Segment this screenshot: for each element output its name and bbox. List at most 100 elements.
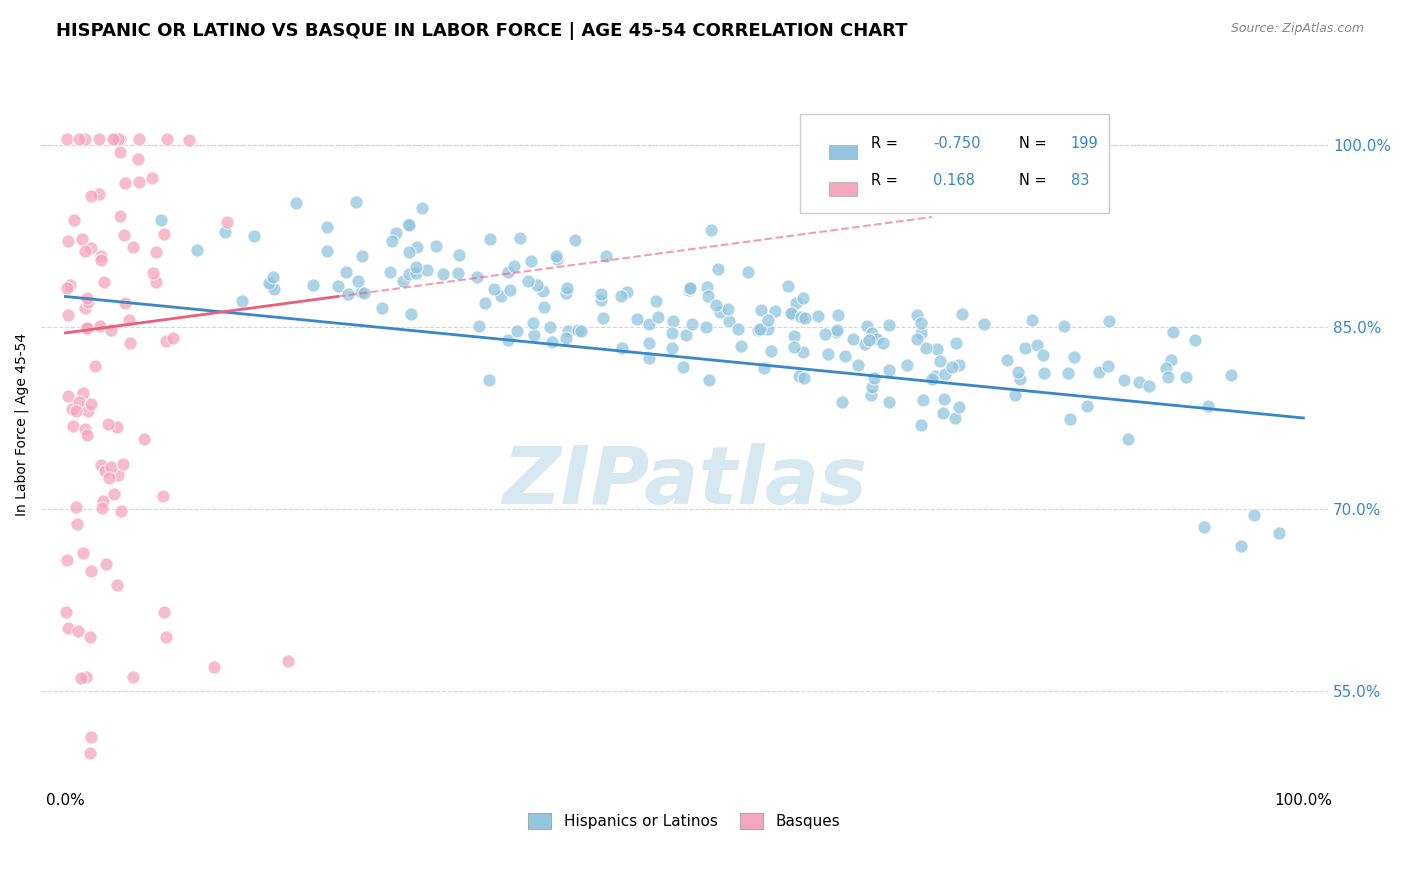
Point: [531, 284, 554, 298]
Point: [945, 336, 967, 351]
Point: [328, 279, 350, 293]
Point: [718, 314, 741, 328]
Point: [863, 370, 886, 384]
Point: [592, 310, 614, 325]
Point: [186, 243, 208, 257]
Point: [94, 464, 117, 478]
Point: [80, 731, 103, 745]
Point: [541, 335, 564, 350]
Point: [398, 268, 420, 282]
Point: [76, 291, 98, 305]
Point: [302, 277, 325, 292]
Point: [1032, 348, 1054, 362]
Point: [350, 249, 373, 263]
Point: [56, 281, 79, 295]
Point: [478, 231, 501, 245]
Point: [699, 373, 721, 387]
Point: [509, 230, 531, 244]
Point: [87, 186, 110, 201]
Point: [59, 278, 82, 293]
Point: [1156, 369, 1178, 384]
Point: [468, 318, 491, 333]
Point: [523, 328, 546, 343]
Point: [1154, 360, 1177, 375]
Point: [610, 341, 633, 355]
Point: [103, 487, 125, 501]
Point: [860, 388, 883, 402]
Point: [107, 468, 129, 483]
Point: [661, 341, 683, 355]
Point: [398, 245, 420, 260]
Point: [75, 670, 97, 684]
Point: [104, 131, 127, 145]
Point: [1014, 341, 1036, 355]
Point: [756, 322, 779, 336]
Point: [416, 263, 439, 277]
Point: [498, 265, 520, 279]
Point: [626, 311, 648, 326]
Point: [842, 332, 865, 346]
Point: [152, 489, 174, 503]
Point: [907, 308, 929, 322]
Point: [89, 131, 111, 145]
Point: [1139, 379, 1161, 393]
Point: [749, 321, 772, 335]
Point: [446, 266, 468, 280]
Point: [1063, 350, 1085, 364]
Point: [678, 283, 700, 297]
Point: [638, 351, 661, 366]
Point: [879, 363, 901, 377]
Point: [62, 418, 84, 433]
Point: [335, 265, 357, 279]
Point: [1053, 319, 1076, 334]
Point: [1194, 520, 1216, 534]
Point: [595, 249, 617, 263]
Point: [277, 654, 299, 668]
Point: [75, 131, 97, 145]
Point: [638, 318, 661, 332]
Point: [783, 340, 806, 354]
Point: [1097, 359, 1119, 373]
Point: [105, 577, 128, 591]
Point: [73, 244, 96, 259]
Point: [77, 404, 100, 418]
Point: [478, 373, 501, 387]
Point: [67, 395, 90, 409]
Point: [56, 131, 79, 145]
Point: [756, 313, 779, 327]
Point: [1114, 373, 1136, 387]
Point: [647, 310, 669, 324]
Point: [1243, 508, 1265, 523]
Point: [405, 260, 427, 275]
Point: [90, 501, 112, 516]
Point: [243, 229, 266, 244]
Point: [941, 359, 963, 374]
Point: [128, 131, 150, 145]
Point: [90, 458, 112, 472]
Point: [567, 323, 589, 337]
Point: [1128, 375, 1150, 389]
Point: [912, 393, 935, 408]
Point: [90, 249, 112, 263]
Point: [696, 280, 718, 294]
Point: [661, 326, 683, 340]
Point: [489, 289, 512, 303]
Point: [589, 293, 612, 308]
Point: [380, 265, 402, 279]
Point: [465, 269, 488, 284]
Point: [555, 281, 578, 295]
Point: [824, 325, 846, 339]
Point: [111, 457, 134, 471]
Point: [105, 420, 128, 434]
Point: [814, 326, 837, 341]
Point: [315, 244, 337, 259]
Point: [997, 353, 1019, 368]
Point: [396, 217, 419, 231]
Point: [717, 302, 740, 317]
Point: [55, 552, 77, 566]
Point: [79, 240, 101, 254]
Point: [679, 281, 702, 295]
Point: [75, 301, 97, 316]
Point: [120, 335, 142, 350]
Point: [118, 313, 141, 327]
